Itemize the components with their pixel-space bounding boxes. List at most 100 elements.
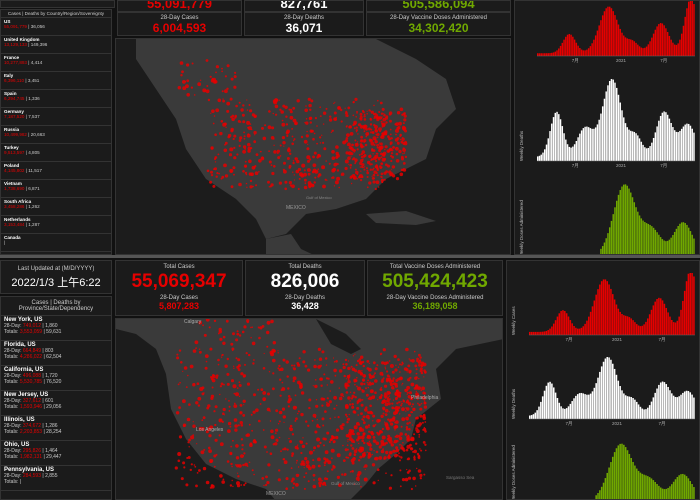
case-dot <box>424 421 427 423</box>
weekly-bar <box>549 53 551 56</box>
case-dot <box>181 70 184 74</box>
case-dot <box>397 358 400 361</box>
country-list-item[interactable]: Russia 10,499,982 | 20,663 <box>1 126 111 144</box>
case-dot <box>222 335 226 339</box>
country-cases: 55,091,779 <box>4 24 27 29</box>
country-list-item[interactable]: South Africa 3,458,286 | 1,262 <box>1 198 111 216</box>
country-list-item[interactable]: Germany 7,187,520 | 7,537 <box>1 108 111 126</box>
state-list-item[interactable]: New Jersey, US 28-Day: 327,612 | 601 Total… <box>1 391 111 416</box>
country-list-item[interactable]: Canada | <box>1 234 111 252</box>
state-28day-deaths: 803 <box>45 348 54 354</box>
weekly-bar <box>619 386 621 419</box>
case-dot <box>233 146 236 149</box>
case-dot <box>380 353 382 356</box>
country-list-item[interactable]: US 55,091,779 | 36,056 <box>1 18 111 36</box>
state-28day-cases: 749,012 <box>22 323 41 329</box>
weekly-bar <box>683 290 686 335</box>
weekly-bar <box>610 359 612 419</box>
case-dot <box>402 147 405 150</box>
case-dot <box>291 477 295 481</box>
case-dot <box>293 174 295 176</box>
case-dot <box>360 170 362 172</box>
case-dot <box>374 424 377 426</box>
case-dot <box>356 432 360 436</box>
weekly-bar <box>606 281 609 335</box>
case-dot <box>309 450 313 455</box>
country-list-item[interactable]: France 10,277,893 | 4,414 <box>1 54 111 72</box>
case-dot <box>351 461 355 465</box>
case-dot <box>380 442 385 447</box>
weekly-bar <box>626 185 628 254</box>
weekly-bar <box>608 227 611 254</box>
case-dot <box>320 384 323 387</box>
case-dot <box>356 359 360 363</box>
case-dot <box>302 350 306 354</box>
case-dot <box>305 105 307 107</box>
case-dot <box>203 333 207 337</box>
case-dot <box>368 362 370 364</box>
case-dot <box>307 181 312 185</box>
case-dot <box>281 381 284 384</box>
case-dot <box>253 130 257 135</box>
country-list-item[interactable]: Netherlands 3,153,484 | 1,287 <box>1 216 111 234</box>
case-dot <box>372 173 376 177</box>
case-dot <box>244 482 247 485</box>
case-dot <box>248 423 251 426</box>
weekly-bar <box>678 396 680 419</box>
state-list-item[interactable]: Florida, US 28-Day: 664,849 | 803 Totals: … <box>1 341 111 366</box>
country-list[interactable]: Cases | Deaths by Country/Region/Soverei… <box>0 9 112 255</box>
country-list-item[interactable]: Spain 6,294,745 | 1,336 <box>1 90 111 108</box>
case-dot <box>389 398 391 400</box>
map-view[interactable]: Calgary Los Angeles Philadelphia MEXICO … <box>115 318 503 500</box>
case-dot <box>295 169 300 174</box>
case-dot <box>386 398 390 403</box>
case-dot <box>354 168 357 171</box>
case-dot <box>316 444 320 448</box>
case-dot <box>388 436 392 441</box>
case-dot <box>212 77 216 82</box>
country-list-item[interactable]: United Kingdom 13,129,133 | 149,396 <box>1 36 111 54</box>
weekly-bar <box>621 443 623 499</box>
case-dot <box>363 375 366 378</box>
country-list-item[interactable]: Vietnam 1,738,690 | 6,871 <box>1 180 111 198</box>
case-dot <box>405 401 408 404</box>
weekly-bar <box>630 192 632 254</box>
country-list-item[interactable]: Italy 6,396,110 | 3,451 <box>1 72 111 90</box>
chart-y-axis-label: Weekly Doses Administered <box>511 445 516 500</box>
case-dot <box>226 109 230 113</box>
case-dot <box>276 440 279 442</box>
case-dot <box>385 379 389 383</box>
case-dot <box>376 431 379 434</box>
case-dot <box>324 450 329 455</box>
country-stats: 9,513,597 | 4,805 <box>4 150 108 155</box>
country-list-item[interactable]: Turkey 9,513,597 | 4,805 <box>1 144 111 162</box>
case-dot <box>289 184 293 187</box>
state-list-item[interactable]: Pennsylvania, US 28-Day: 284,593 | 2,855 T… <box>1 466 111 491</box>
country-list-item[interactable]: Poland 4,145,802 | 11,517 <box>1 162 111 180</box>
state-list-item[interactable]: Ohio, US 28-Day: 295,826 | 1,464 Totals: 1… <box>1 441 111 466</box>
state-list-item[interactable]: New York, US 28-Day: 749,012 | 1,860 Total… <box>1 316 111 341</box>
case-dot <box>293 139 295 142</box>
case-dot <box>312 459 315 462</box>
weekly-bar <box>654 481 656 499</box>
case-dot <box>397 366 400 368</box>
case-dot <box>378 159 380 161</box>
case-dot <box>251 341 256 346</box>
case-dot <box>249 109 253 113</box>
weekly-bar <box>532 331 535 335</box>
weekly-bar <box>679 223 681 254</box>
weekly-bar <box>680 309 682 335</box>
state-list-item[interactable]: Illinois, US 28-Day: 374,672 | 1,286 Total… <box>1 416 111 441</box>
case-dot <box>353 441 356 444</box>
total-deaths-value: 826,006 <box>270 271 340 292</box>
state-list[interactable]: Cases | Deaths by Province/State/Depende… <box>0 296 112 500</box>
case-dot <box>233 365 235 367</box>
map-view-top[interactable]: MEXICO Gulf of Mexico <box>115 38 511 255</box>
case-dot <box>393 146 395 148</box>
case-dot <box>369 381 371 383</box>
state-list-item[interactable]: California, US 28-Day: 496,088 | 1,720 Tot… <box>1 366 111 391</box>
case-dot <box>375 441 380 446</box>
weekly-bar <box>670 39 672 56</box>
case-dot <box>355 364 358 367</box>
case-dot <box>362 379 365 382</box>
